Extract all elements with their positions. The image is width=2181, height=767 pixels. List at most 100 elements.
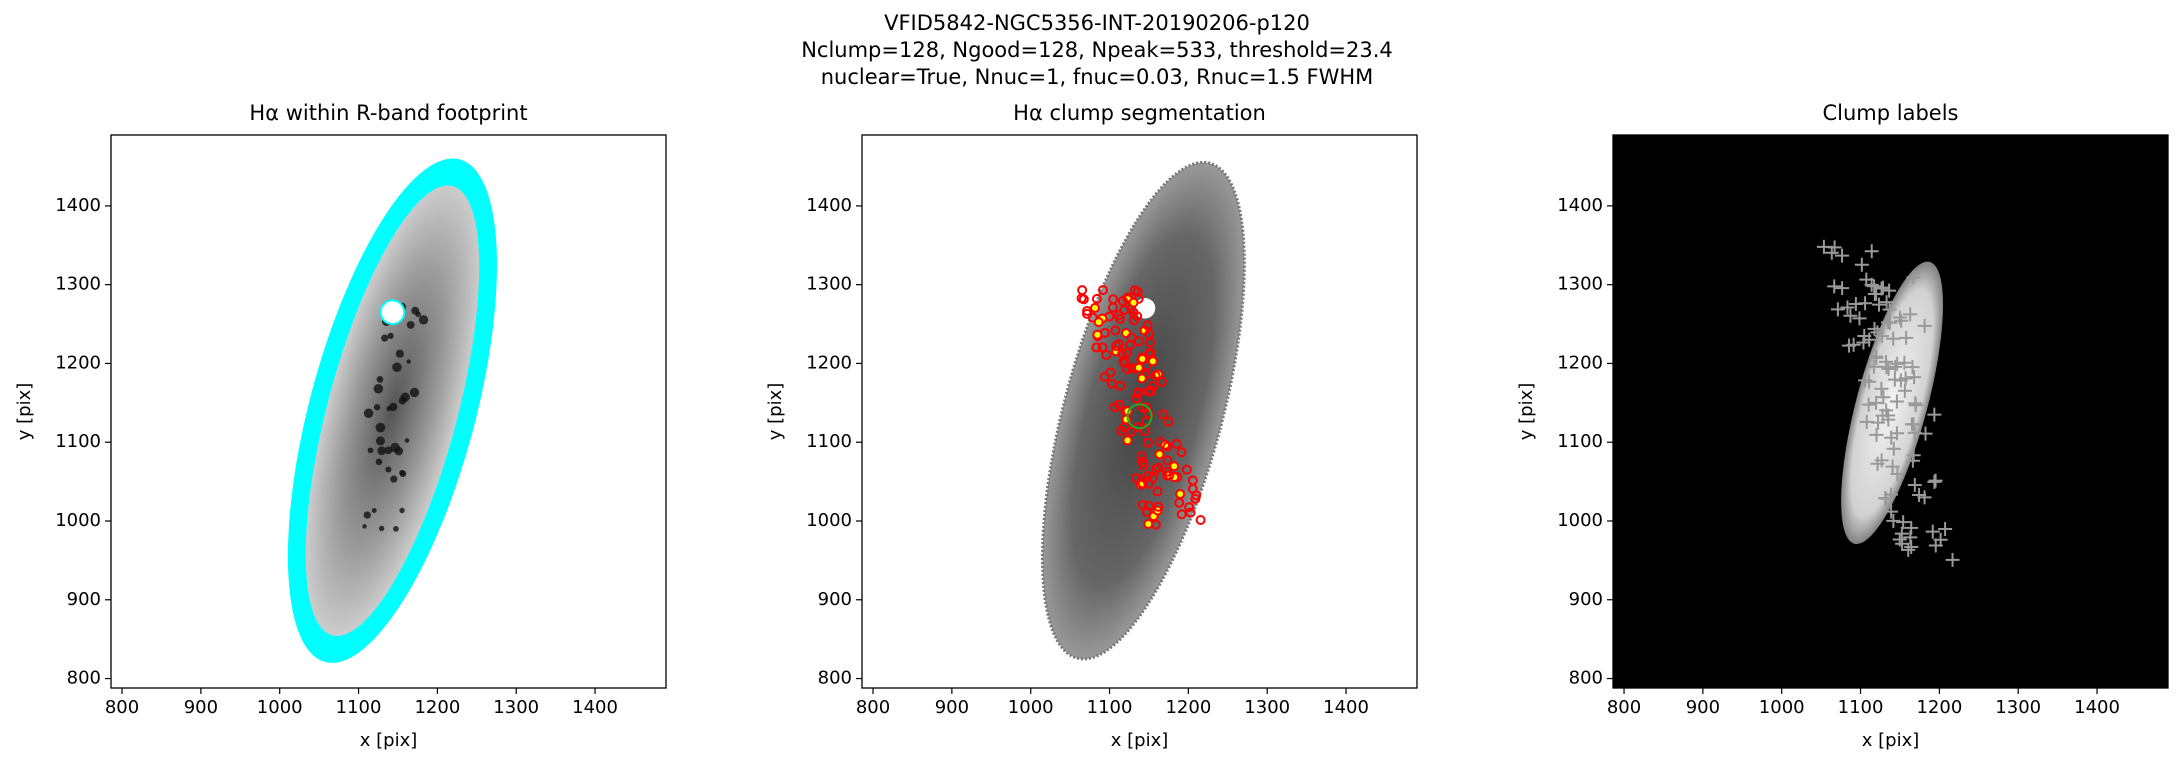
label-marker [1870,325,1885,340]
image-spot [384,446,393,455]
x-tick-label: 1100 [336,697,382,718]
y-tick-label: 1400 [806,195,852,216]
label-marker [1907,370,1922,385]
y-tick-label: 1400 [1557,195,1603,216]
label-marker [1861,397,1876,412]
y-tick-label: 1000 [1557,510,1603,531]
y-tick-label: 800 [818,668,852,689]
clump-marker [1171,438,1182,449]
label-marker [1893,373,1908,388]
y-tick-label: 800 [1569,668,1603,689]
clump-marker [1097,285,1108,296]
clump-marker [1162,455,1173,466]
image-spot [415,311,421,318]
label-marker [1897,355,1912,370]
clump-marker [1132,388,1143,399]
label-marker [1890,356,1905,371]
label-marker [1882,283,1897,298]
label-marker [1888,359,1903,374]
y-tick-label: 1200 [55,352,101,373]
label-marker [1862,374,1877,389]
clump-marker [1133,387,1144,398]
image-spot [399,469,405,476]
clump-marker [1147,356,1158,367]
clump-marker [1110,325,1121,336]
label-marker [1945,552,1960,567]
clump-marker [1142,437,1153,448]
nucleus-marker [1126,403,1153,430]
x-tick-label: 1400 [2074,697,2120,718]
image-spot [381,334,389,342]
label-marker [1925,524,1940,539]
x-tick-label: 1200 [414,697,460,718]
clump-marker [1191,490,1202,501]
label-marker [1917,318,1932,333]
y-tick-label: 1000 [806,510,852,531]
label-marker [1912,488,1927,503]
clump-marker [1145,348,1156,359]
clump-marker [1093,317,1104,328]
image-spot [418,315,429,325]
label-marker [1864,244,1879,259]
x-tick-label: 1300 [1244,697,1290,718]
clump-marker [1150,519,1161,530]
label-marker [1908,398,1923,413]
clump-marker [1091,342,1102,353]
image-spot [409,387,420,398]
label-marker [1874,453,1889,468]
clump-marker [1184,502,1195,513]
label-marker [1879,354,1894,369]
clump-marker [1143,500,1154,511]
label-marker [1895,536,1910,551]
clump-marker [1131,393,1142,404]
y-axis-label: y [pix] [765,383,786,441]
axes-frame [861,134,1418,689]
image-spot [375,436,385,446]
label-marker [1869,427,1884,442]
clump-marker [1163,416,1174,427]
clump-marker [1132,287,1143,298]
image-spot [363,408,374,418]
clump-marker [1118,356,1129,367]
label-marker [1901,542,1916,557]
panel-title: Hα clump segmentation [1013,101,1266,125]
clump-marker [1082,305,1093,316]
clump-marker [1137,499,1148,510]
image-spot [362,524,367,529]
y-tick-label: 800 [67,668,101,689]
figure-title: VFID5842-NGC5356-INT-20190206-p120 [884,11,1310,35]
clump-marker [1141,506,1152,517]
label-marker [1874,381,1889,396]
clump-marker [1101,349,1112,360]
clump-marker [1144,329,1155,340]
y-tick-label: 1000 [55,510,101,531]
image-spot [376,376,384,383]
image-spot [400,392,410,402]
clump-marker [1136,451,1147,462]
label-marker [1906,448,1921,463]
label-marker [1878,490,1893,505]
label-marker [1859,272,1874,287]
y-tick-label: 1100 [1557,431,1603,452]
clump-marker [1185,507,1196,518]
x-tick-label: 1100 [1087,697,1133,718]
label-marker [1892,310,1907,325]
label-marker [1928,538,1943,553]
axes-frame [1612,134,2169,689]
image-spot [371,508,377,513]
label-marker [1938,522,1953,537]
y-tick-label: 900 [1569,589,1603,610]
axes-frame [110,134,667,689]
image-spot [392,362,402,373]
image-spot [385,466,392,473]
x-tick-label: 900 [184,697,218,718]
clump-marker [1078,294,1089,305]
y-tick-label: 1200 [806,352,852,373]
clump-marker [1122,347,1133,358]
label-marker [1894,313,1909,328]
y-tick-label: 900 [818,589,852,610]
label-marker [1874,281,1889,296]
label-marker [1907,425,1922,440]
clump-marker [1116,426,1127,437]
clump-marker [1146,385,1157,396]
